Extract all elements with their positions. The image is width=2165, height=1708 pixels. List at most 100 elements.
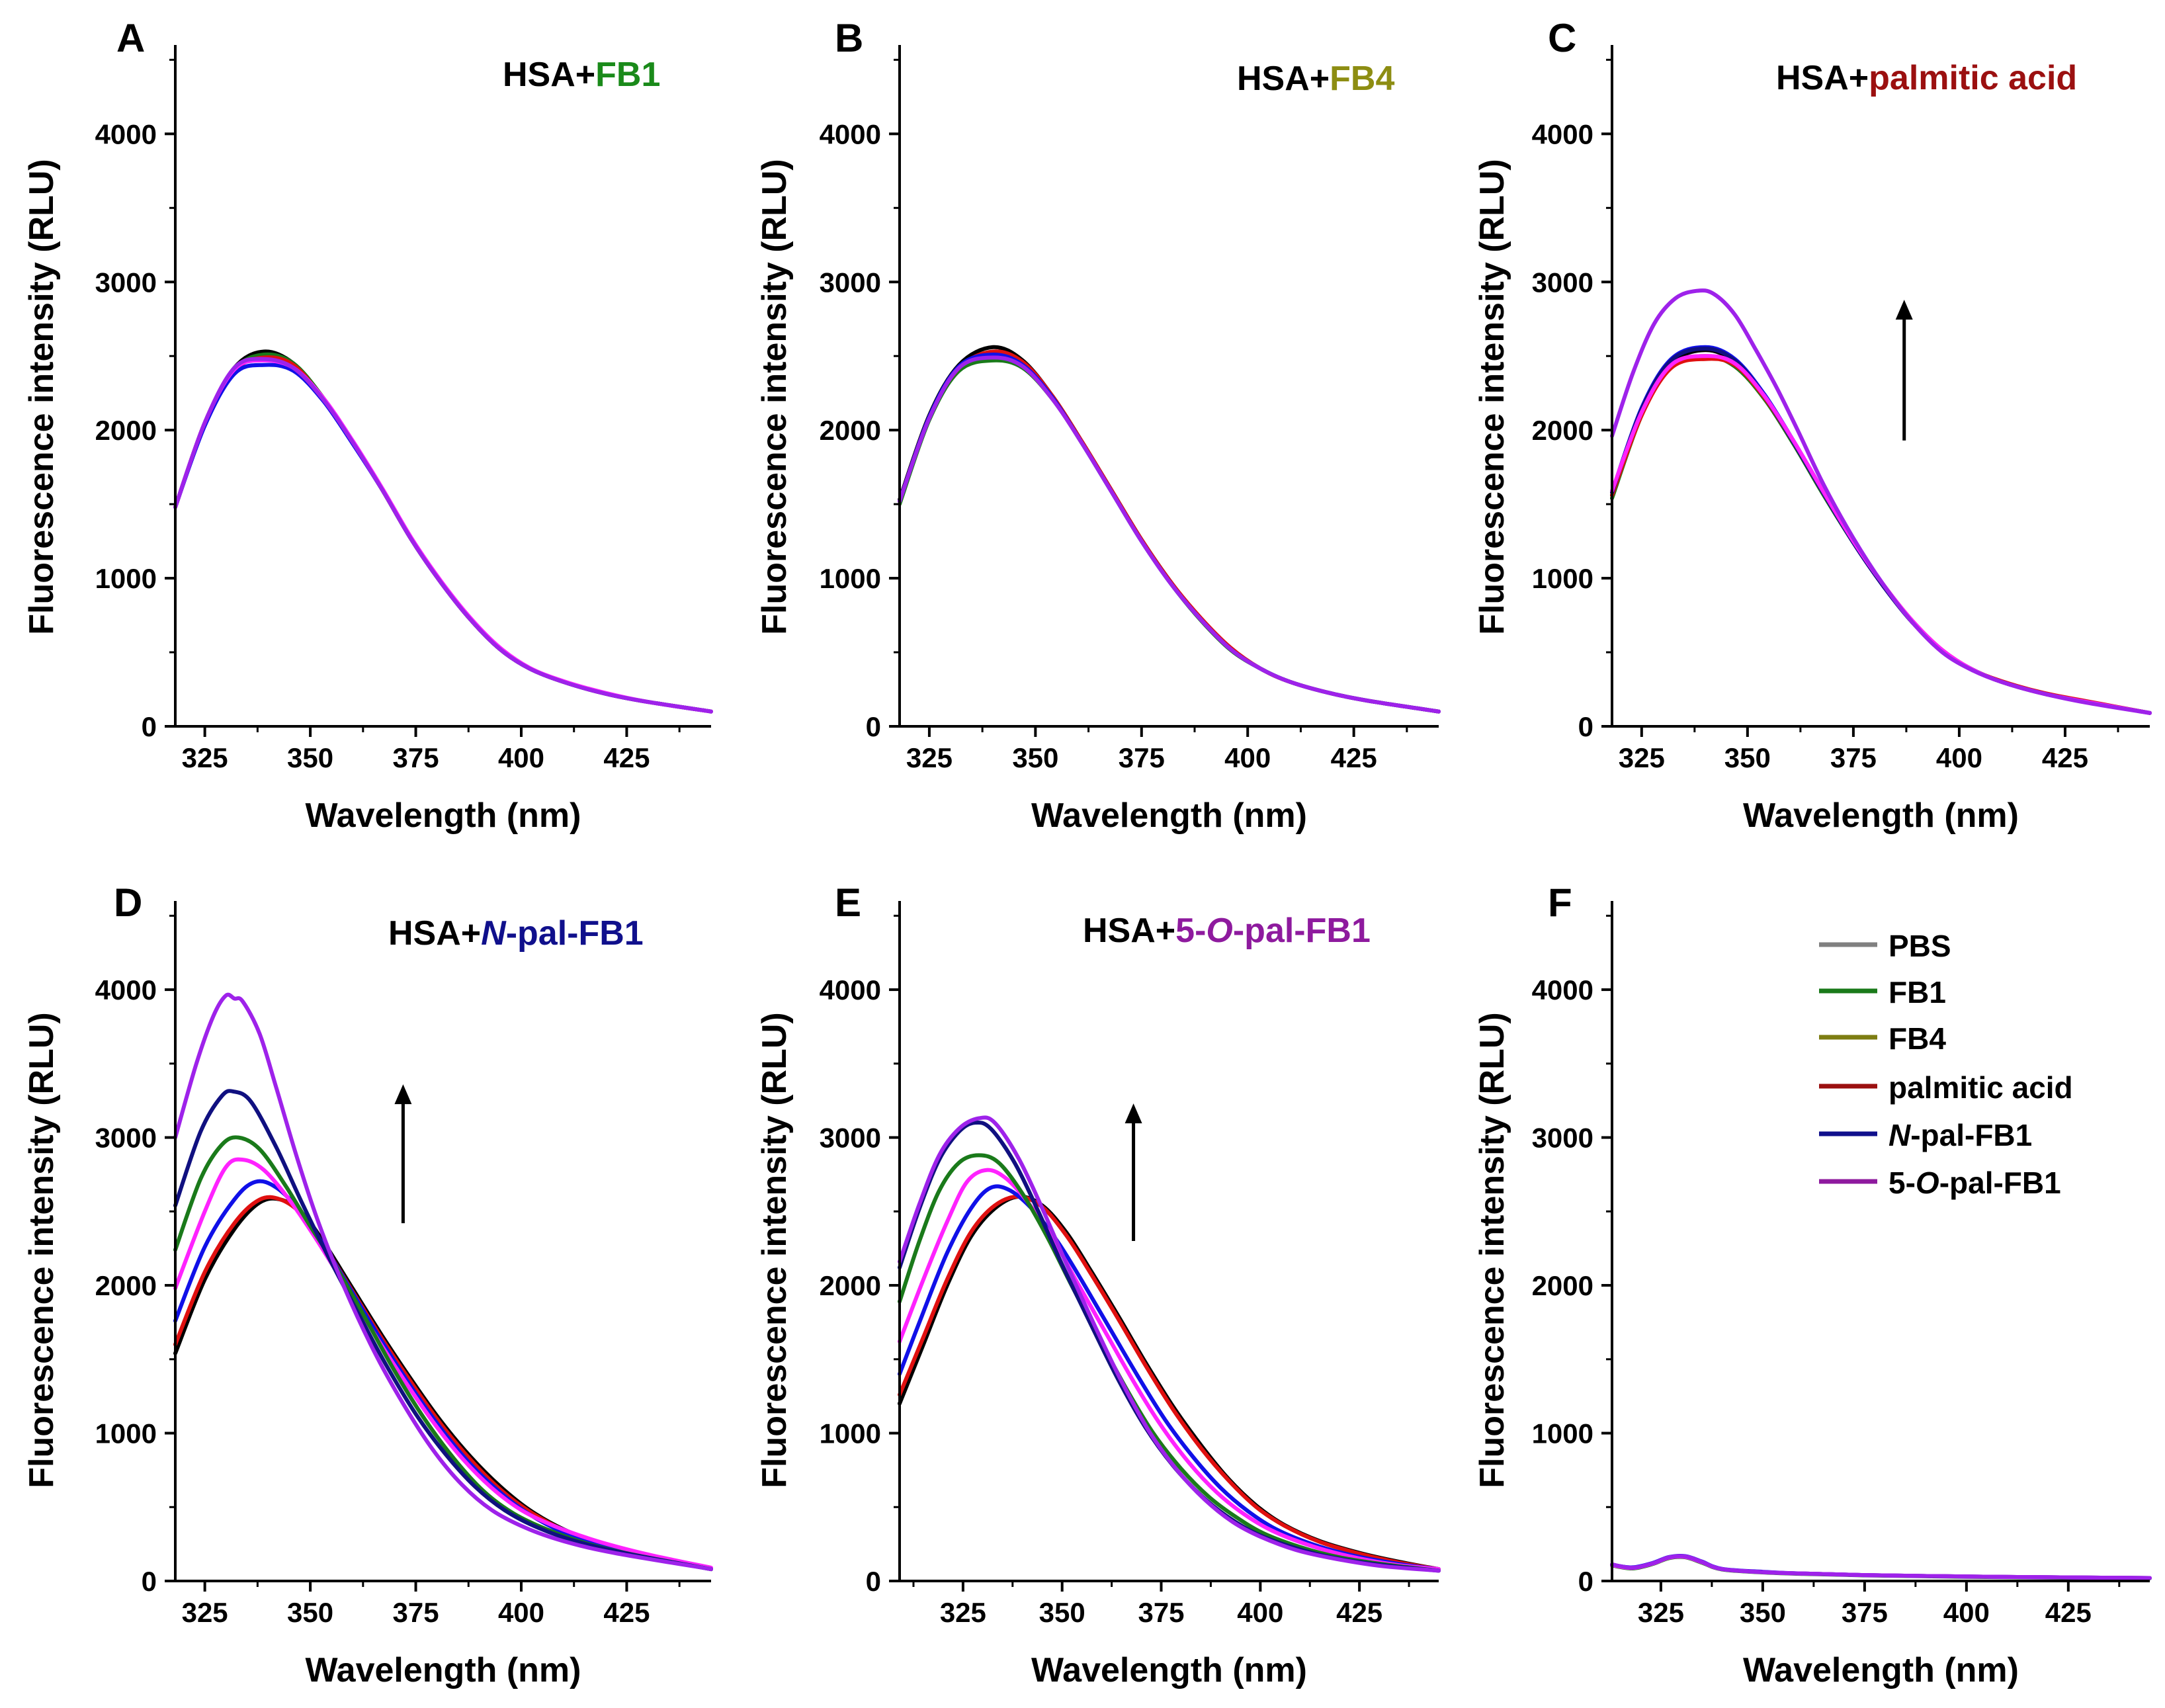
panel-d-ytick-label-4000: 4000 [95, 974, 157, 1005]
panel-c-xtick-label-325: 325 [1619, 742, 1665, 773]
panel-b-xtick-label-400: 400 [1224, 742, 1271, 773]
panel-f-ytick-label-2000: 2000 [1532, 1270, 1593, 1301]
panel-d-xlabel: Wavelength (nm) [306, 1651, 581, 1689]
panel-b-line-5-o-pal-fb1 [898, 355, 1441, 714]
panel-a-series [173, 349, 713, 714]
panel-c: 0 1000 2000 3000 4000 325 350 375 400 425 Waveleng… [1473, 16, 2152, 835]
panel-e-line-palmitic-acid [898, 1194, 1441, 1572]
panel-a-ytick-label-2000: 2000 [95, 415, 157, 446]
panel-e-line-n-pal-fb1 [898, 1184, 1441, 1572]
panel-e-ytick-label-1000: 1000 [820, 1418, 881, 1449]
panel-d-line-extra-navy [173, 1089, 713, 1572]
panel-a-xtick-label-350: 350 [287, 742, 333, 773]
panel-d-ytick-label-0: 0 [142, 1566, 157, 1597]
panel-f-xlabel: Wavelength (nm) [1743, 1651, 2019, 1689]
panel-d-xtick-label-325: 325 [182, 1597, 228, 1628]
panel-a-title: HSA+FB1 [503, 56, 660, 94]
panel-b-ytick-label-3000: 3000 [820, 267, 881, 298]
panel-f-letter: F [1548, 880, 1572, 925]
panel-a-xtick-label-325: 325 [182, 742, 228, 773]
panel-b-xtick-label-375: 375 [1119, 742, 1165, 773]
panel-c-ytick-label-4000: 4000 [1532, 118, 1593, 149]
panel-e-arrow [1125, 1103, 1142, 1241]
legend: PBS FB1 FB4 palmitic acid N-pal-FB1 5-O-… [1819, 929, 2073, 1200]
panel-a-ytick-label-4000: 4000 [95, 118, 157, 149]
panel-e-ytick-label-2000: 2000 [820, 1270, 881, 1301]
panel-c-xtick-label-400: 400 [1936, 742, 1982, 773]
panel-c-title: HSA+palmitic acid [1776, 59, 2077, 97]
panel-a-line-extra-purple [173, 357, 713, 714]
panel-e: 0 1000 2000 3000 4000 325 350 375 400 425 Waveleng… [755, 880, 1441, 1689]
panel-d-ylabel: Fluorescence intensity (RLU) [22, 1012, 61, 1488]
panel-b-series [898, 345, 1441, 714]
panel-a-xtick-label-400: 400 [498, 742, 544, 773]
panel-f-ylabel: Fluorescence intensity (RLU) [1473, 1012, 1511, 1488]
panel-c-arrow [1895, 300, 1913, 441]
panel-a-xtick-label-425: 425 [603, 742, 650, 773]
panel-f-xtick-label-325: 325 [1638, 1597, 1684, 1628]
legend-label-fb1: FB1 [1889, 975, 1946, 1009]
panel-e-xtick-label-350: 350 [1039, 1597, 1085, 1628]
panel-a-letter: A [116, 16, 145, 60]
panel-c-ylabel: Fluorescence intensity (RLU) [1473, 159, 1511, 634]
legend-label-n-pal-fb1: N-pal-FB1 [1889, 1118, 2032, 1152]
panel-f-ytick-label-1000: 1000 [1532, 1418, 1593, 1449]
panel-f-series [1610, 1553, 2152, 1580]
panel-d-series [173, 992, 713, 1572]
panel-e-xtick-label-325: 325 [940, 1597, 986, 1628]
panel-e-xtick-label-425: 425 [1336, 1597, 1382, 1628]
panel-e-title: HSA+5-O-pal-FB1 [1083, 912, 1371, 950]
panel-d-arrow [394, 1084, 412, 1224]
panel-f-xtick-label-400: 400 [1943, 1597, 1990, 1628]
panel-f-xtick-label-350: 350 [1740, 1597, 1786, 1628]
panel-e-line-extra-purple [898, 1115, 1441, 1573]
panel-c-series [1610, 288, 2152, 715]
panel-f: 0 1000 2000 3000 4000 325 350 375 400 425 Waveleng… [1473, 880, 2152, 1689]
panel-c-xtick-label-375: 375 [1830, 742, 1877, 773]
legend-label-pbs: PBS [1889, 929, 1951, 963]
panel-d-xtick-label-375: 375 [393, 1597, 439, 1628]
panel-c-xtick-label-350: 350 [1724, 742, 1771, 773]
panel-d-ytick-label-3000: 3000 [95, 1123, 157, 1154]
panel-f-line-extra-purple [1610, 1554, 2152, 1580]
panel-f-ytick-label-4000: 4000 [1532, 974, 1593, 1005]
panel-b-xlabel: Wavelength (nm) [1031, 796, 1307, 835]
panel-b-letter: B [835, 16, 863, 60]
panel-c-line-extra-purple [1610, 288, 2152, 715]
panel-a-ytick-label-3000: 3000 [95, 267, 157, 298]
panel-b-ytick-label-2000: 2000 [820, 415, 881, 446]
panel-e-ytick-label-3000: 3000 [820, 1123, 881, 1154]
panel-b-xtick-label-425: 425 [1331, 742, 1377, 773]
panel-a-xtick-label-375: 375 [393, 742, 439, 773]
panel-a-ytick-label-0: 0 [142, 711, 157, 742]
panel-b-ylabel: Fluorescence intensity (RLU) [755, 159, 794, 634]
panel-d-xtick-label-350: 350 [287, 1597, 333, 1628]
panel-e-xlabel: Wavelength (nm) [1031, 1651, 1307, 1689]
panel-f-xtick-label-375: 375 [1842, 1597, 1888, 1628]
panel-e-ytick-label-4000: 4000 [820, 974, 881, 1005]
panel-e-ylabel: Fluorescence intensity (RLU) [755, 1012, 794, 1488]
panel-e-line-5-o-pal-fb1 [898, 1168, 1441, 1572]
panel-e-series [898, 1115, 1441, 1573]
panel-b-ytick-label-4000: 4000 [820, 118, 881, 149]
panel-f-ytick-label-3000: 3000 [1532, 1123, 1593, 1154]
panel-b: 0 1000 2000 3000 4000 325 350 375 400 425 Waveleng… [755, 16, 1441, 835]
panel-e-letter: E [835, 880, 861, 925]
panel-d-xtick-label-425: 425 [603, 1597, 650, 1628]
panel-c-ytick-label-2000: 2000 [1532, 415, 1593, 446]
panel-f-ytick-label-0: 0 [1578, 1566, 1593, 1597]
panel-a-ylabel: Fluorescence intensity (RLU) [22, 159, 61, 634]
panel-b-title: HSA+FB4 [1237, 60, 1394, 98]
panel-d-xtick-label-400: 400 [498, 1597, 544, 1628]
panel-d: 0 1000 2000 3000 4000 325 350 375 400 425 Waveleng… [22, 880, 713, 1689]
panel-e-ytick-label-0: 0 [866, 1566, 881, 1597]
panel-d-title: HSA+N-pal-FB1 [388, 914, 644, 953]
panel-c-xtick-label-425: 425 [2042, 742, 2088, 773]
panel-d-ytick-label-2000: 2000 [95, 1270, 157, 1301]
panel-d-letter: D [114, 880, 142, 925]
panel-c-letter: C [1548, 16, 1576, 60]
panel-d-ytick-label-1000: 1000 [95, 1418, 157, 1449]
panel-e-xtick-label-375: 375 [1138, 1597, 1184, 1628]
legend-label-palmitic-acid: palmitic acid [1889, 1070, 2073, 1105]
